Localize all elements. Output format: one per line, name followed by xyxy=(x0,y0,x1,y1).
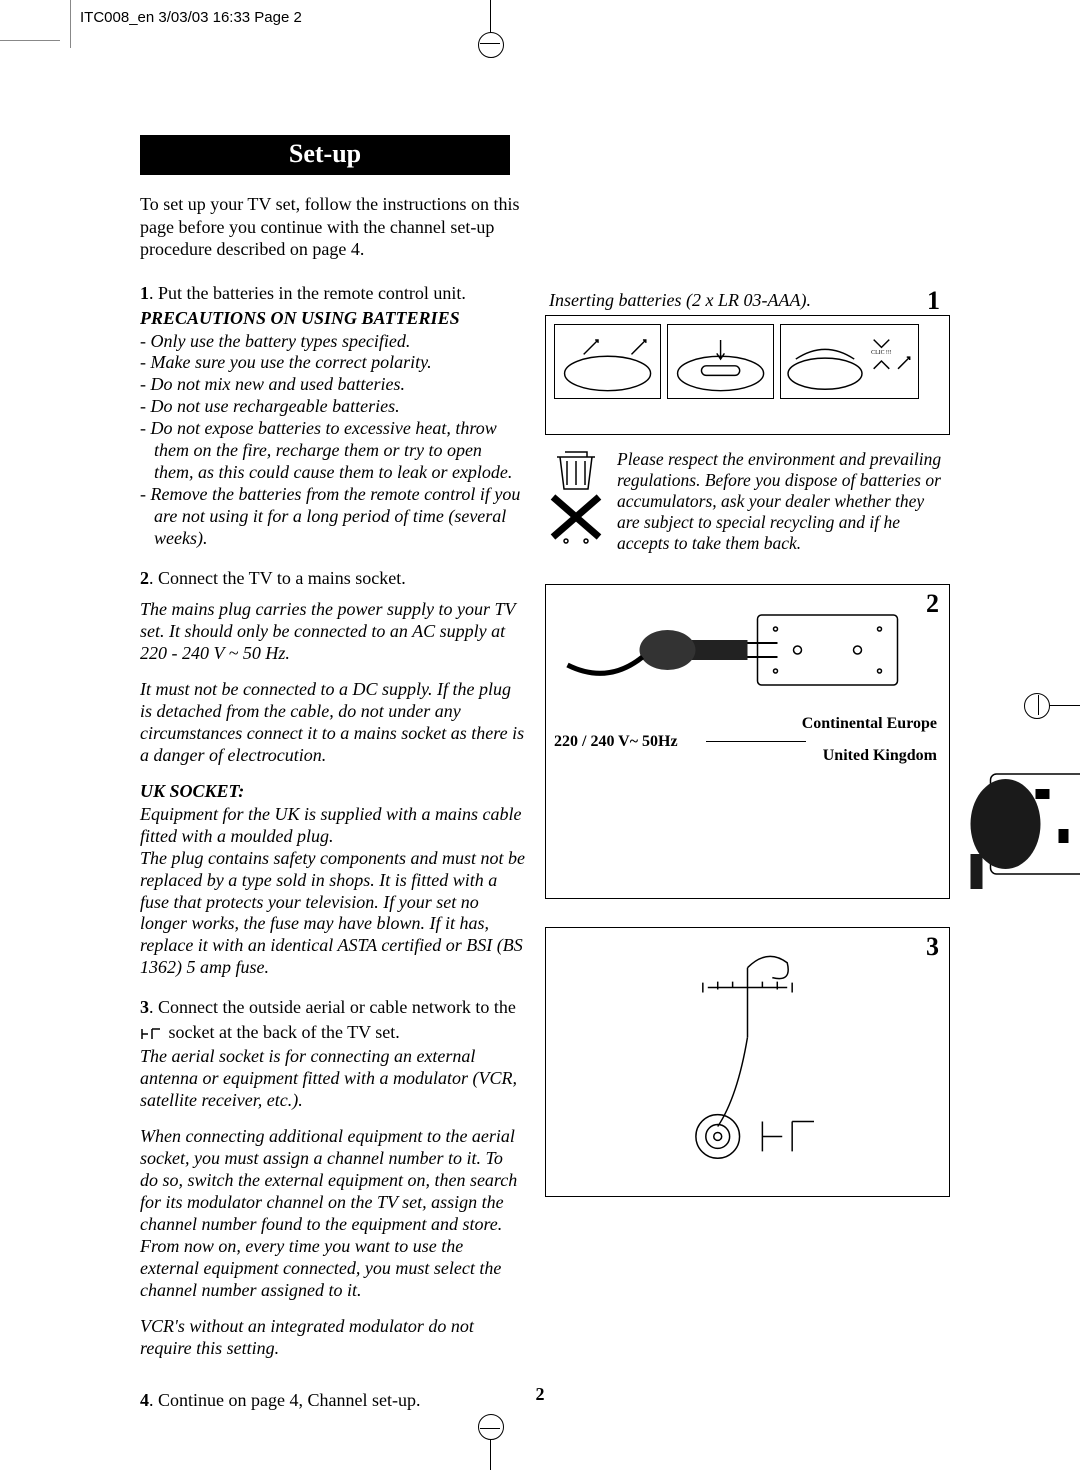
step-2: 2. Connect the TV to a mains socket. xyxy=(140,568,525,589)
figure-3: 3 xyxy=(545,927,950,1197)
figure-2: 2 220 / 240 V~ 50Hz Continental Europe U… xyxy=(545,584,950,899)
step-number: 2 xyxy=(140,568,149,588)
environment-text: Please respect the environment and preva… xyxy=(617,449,950,554)
aerial-illustration xyxy=(546,928,949,1196)
figure-1-caption: Inserting batteries (2 x LR 03-AAA). 1 xyxy=(545,290,950,311)
mains-paragraph: It must not be connected to a DC supply.… xyxy=(140,679,525,767)
battery-step-illustration: CLIC !!! xyxy=(780,324,919,399)
mains-paragraph: The mains plug carries the power supply … xyxy=(140,599,525,665)
step-3: 3. Connect the outside aerial or cable n… xyxy=(140,997,525,1018)
voltage-label: 220 / 240 V~ 50Hz xyxy=(554,733,678,751)
crop-mark xyxy=(480,1428,500,1429)
step-3-line2: socket at the back of the TV set. xyxy=(140,1022,525,1044)
step-text: . Put the batteries in the remote contro… xyxy=(149,283,466,303)
step-text: . Connect the TV to a mains socket. xyxy=(149,568,406,588)
figure-number: 1 xyxy=(927,286,940,316)
precaution-item: - Do not expose batteries to excessive h… xyxy=(140,418,525,484)
battery-step-illustration xyxy=(667,324,774,399)
section-title: Set-up xyxy=(140,135,510,175)
uk-socket-heading: UK SOCKET: xyxy=(140,781,525,802)
step-text: socket at the back of the TV set. xyxy=(164,1022,400,1042)
aerial-paragraph: When connecting additional equipment to … xyxy=(140,1126,525,1302)
eu-plug-illustration xyxy=(546,585,949,715)
eu-label: Continental Europe xyxy=(802,715,937,733)
aerial-paragraph: The aerial socket is for connecting an e… xyxy=(140,1046,525,1112)
precaution-item: - Remove the batteries from the remote c… xyxy=(140,484,525,550)
precaution-item: - Do not use rechargeable batteries. xyxy=(140,396,525,418)
aerial-socket-icon xyxy=(140,1027,164,1041)
precaution-item: - Make sure you use the correct polarity… xyxy=(140,352,525,374)
step-1: 1. Put the batteries in the remote contr… xyxy=(140,283,525,304)
right-column: Inserting batteries (2 x LR 03-AAA). 1 C… xyxy=(545,290,950,1225)
left-column: 1. Put the batteries in the remote contr… xyxy=(140,283,525,1415)
page-content: Set-up To set up your TV set, follow the… xyxy=(140,135,950,1415)
page-number: 2 xyxy=(0,1384,1080,1405)
uk-socket-paragraph: Equipment for the UK is supplied with a … xyxy=(140,804,525,980)
step-text: . Connect the outside aerial or cable ne… xyxy=(149,997,516,1017)
intro-paragraph: To set up your TV set, follow the instru… xyxy=(140,193,520,261)
caption-text: Inserting batteries (2 x LR 03-AAA). xyxy=(549,290,811,310)
uk-plug-illustration: 5A xyxy=(949,754,1080,894)
step-number: 3 xyxy=(140,997,149,1017)
figure-1: CLIC !!! xyxy=(545,315,950,435)
svg-text:CLIC !!!: CLIC !!! xyxy=(872,350,893,356)
figure-number: 3 xyxy=(926,932,939,962)
uk-label: United Kingdom xyxy=(823,747,937,765)
crop-mark xyxy=(480,43,500,44)
environment-notice: Please respect the environment and preva… xyxy=(545,449,950,554)
precautions-list: - Only use the battery types specified. … xyxy=(140,331,525,551)
precautions-heading: PRECAUTIONS ON USING BATTERIES xyxy=(140,308,525,329)
no-bin-icon xyxy=(545,449,607,544)
battery-step-illustration xyxy=(554,324,661,399)
figure-number: 2 xyxy=(926,589,939,619)
print-header: ITC008_en 3/03/03 16:33 Page 2 xyxy=(80,9,302,26)
precaution-item: - Only use the battery types specified. xyxy=(140,331,525,353)
aerial-paragraph: VCR's without an integrated modulator do… xyxy=(140,1316,525,1360)
crop-mark xyxy=(1038,695,1039,715)
precaution-item: - Do not mix new and used batteries. xyxy=(140,374,525,396)
step-number: 1 xyxy=(140,283,149,303)
